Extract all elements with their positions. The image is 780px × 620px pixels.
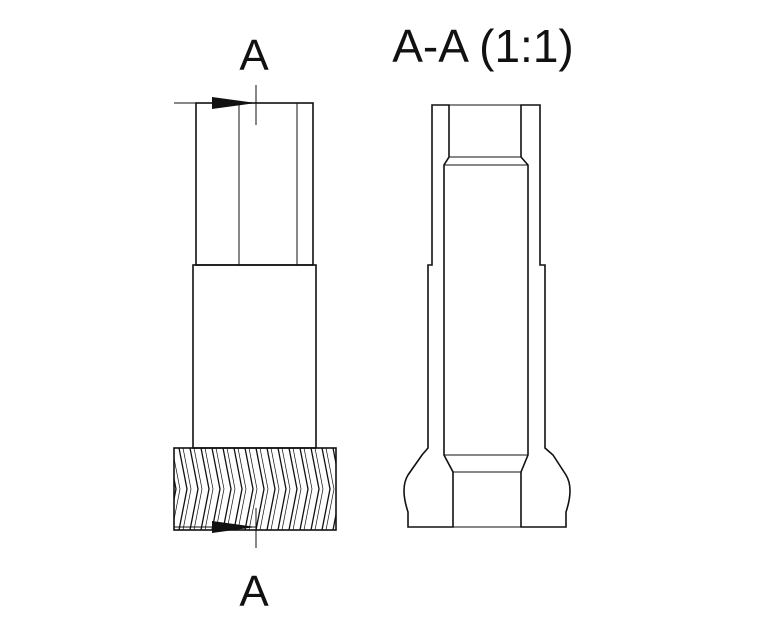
- knurl-line: [332, 448, 336, 530]
- knurl-line: [233, 448, 243, 530]
- knurl-line: [270, 448, 280, 530]
- knurl-line: [244, 448, 254, 530]
- knurl-line: [248, 448, 258, 530]
- section-label-top: A: [239, 31, 269, 80]
- knurl-line: [255, 448, 265, 530]
- knurl-line: [204, 448, 214, 530]
- section-view-title: A-A (1:1): [392, 20, 574, 72]
- knurl-line: [314, 448, 324, 530]
- left-wall-section: [403, 104, 454, 528]
- knurl-line: [200, 448, 210, 530]
- knurl-line: [288, 448, 298, 530]
- knurl-line: [182, 448, 192, 530]
- bore-lines: [432, 104, 540, 528]
- section-arrow-bottom: [174, 508, 257, 548]
- knurl-line: [310, 448, 320, 530]
- knurl-line: [222, 448, 232, 530]
- knurl-line: [189, 448, 199, 530]
- knurl-line: [237, 448, 247, 530]
- knurl-line: [226, 448, 236, 530]
- knurl-line: [215, 448, 225, 530]
- knurl-line: [174, 475, 177, 503]
- knurl-line: [193, 448, 203, 530]
- section-label-bottom: A: [239, 567, 269, 616]
- knurled-base: [173, 447, 356, 531]
- knurl-line: [299, 448, 309, 530]
- knurl-line: [211, 448, 221, 530]
- knurl-line: [303, 448, 313, 530]
- knurl-line: [325, 448, 335, 530]
- knurl-line: [266, 448, 276, 530]
- knurl-line: [348, 448, 356, 530]
- knurl-line: [178, 448, 188, 530]
- exterior-view: [173, 85, 356, 548]
- knurl-line: [292, 448, 302, 530]
- right-wall-section: [520, 104, 571, 528]
- knurl-line: [259, 448, 269, 530]
- section-arrow-top: [174, 85, 257, 125]
- knurl-line: [277, 448, 287, 530]
- knurl-line: [281, 448, 291, 530]
- main-body: [192, 264, 317, 449]
- upper-sleeve: [195, 102, 314, 266]
- knurl-line: [321, 448, 331, 530]
- knurl-line: [337, 448, 345, 530]
- knurl-line: [174, 456, 181, 522]
- section-view: [403, 104, 571, 528]
- knurl-line: [344, 448, 352, 530]
